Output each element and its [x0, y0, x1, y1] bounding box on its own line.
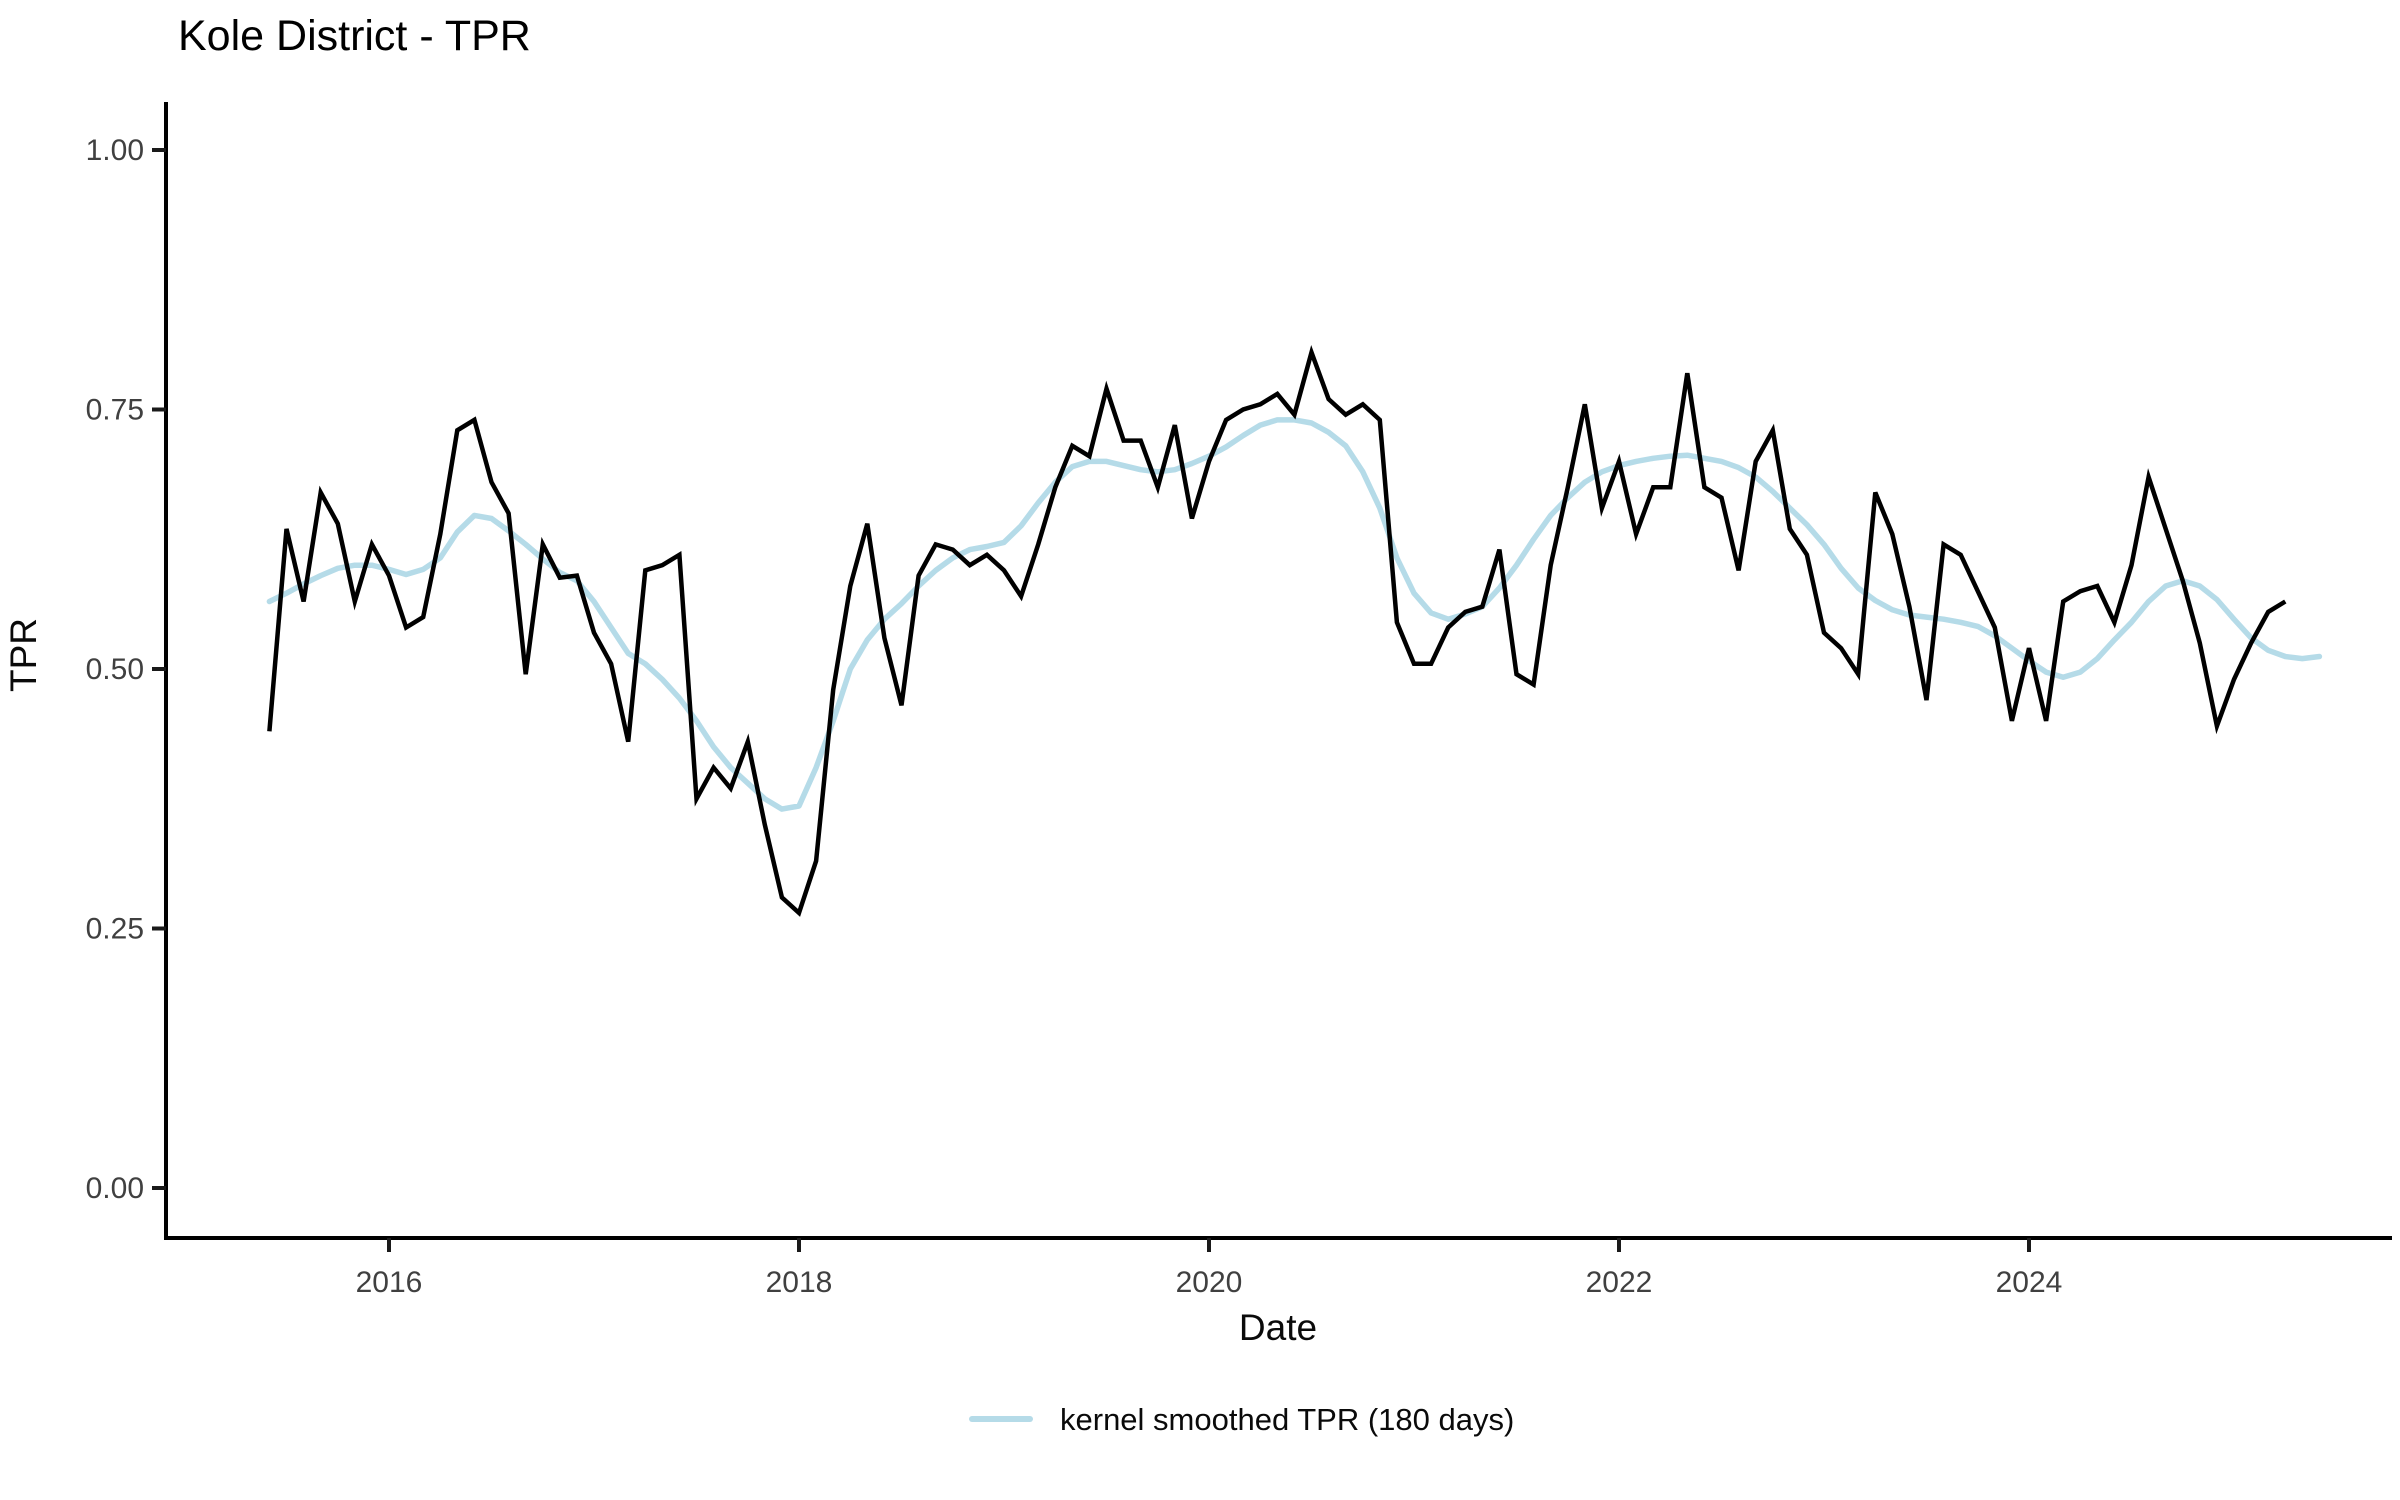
kernel-smoothed-tpr-line: [266, 417, 2323, 812]
x-tick-label: 2016: [356, 1266, 423, 1299]
y-axis-ticks: 0.00 0.25 0.50 0.75 1.00: [86, 134, 166, 1205]
y-tick-label: 1.00: [86, 134, 144, 167]
y-tick-label: 0.75: [86, 394, 144, 427]
tpr-line: [267, 345, 2287, 917]
x-tick-label: 2018: [766, 1266, 833, 1299]
x-axis-title: Date: [1239, 1307, 1317, 1348]
y-tick-label: 0.50: [86, 653, 144, 686]
chart-title: Kole District - TPR: [178, 12, 531, 60]
legend: kernel smoothed TPR (180 days): [969, 1402, 1514, 1437]
x-tick-label: 2022: [1586, 1266, 1653, 1299]
legend-item-label: kernel smoothed TPR (180 days): [1060, 1402, 1514, 1437]
y-tick-label: 0.25: [86, 913, 144, 946]
y-tick-label: 0.00: [86, 1172, 144, 1205]
y-axis-title: TPR: [3, 618, 44, 692]
x-tick-label: 2020: [1176, 1266, 1243, 1299]
x-axis-ticks: 2016 2018 2020 2022 2024: [356, 1238, 2063, 1299]
x-tick-label: 2024: [1996, 1266, 2063, 1299]
